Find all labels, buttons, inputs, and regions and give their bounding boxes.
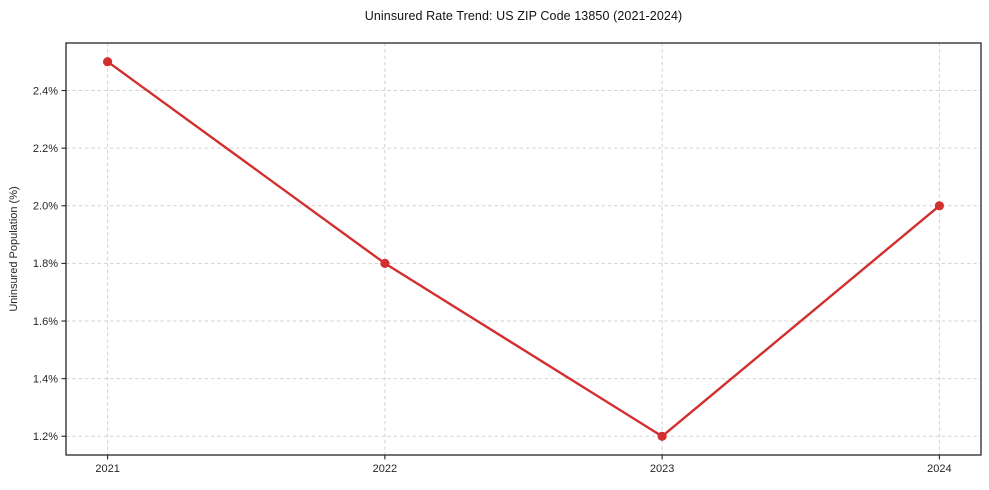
data-point-marker: [380, 258, 390, 268]
data-point-marker: [934, 201, 945, 211]
y-tick-label: 2.4%: [33, 85, 58, 97]
y-tick-label: 2.0%: [33, 201, 58, 213]
y-tick-label: 1.4%: [33, 373, 58, 385]
plot-border: [65, 42, 982, 456]
y-tick-label: 1.6%: [33, 316, 58, 328]
x-tick-label: 2021: [95, 463, 119, 475]
x-tick-label: 2023: [650, 463, 674, 475]
trend-line: [106, 60, 941, 438]
x-tick-label: 2024: [927, 463, 951, 475]
chart-title: Uninsured Rate Trend: US ZIP Code 13850 …: [364, 9, 683, 23]
data-point-marker: [657, 431, 667, 441]
y-tick-label: 1.8%: [33, 258, 58, 270]
data-point-marker: [103, 57, 113, 67]
x-tick-label: 2022: [373, 463, 397, 475]
y-tick-label: 2.2%: [33, 143, 58, 155]
y-tick-label: 1.2%: [33, 431, 58, 443]
